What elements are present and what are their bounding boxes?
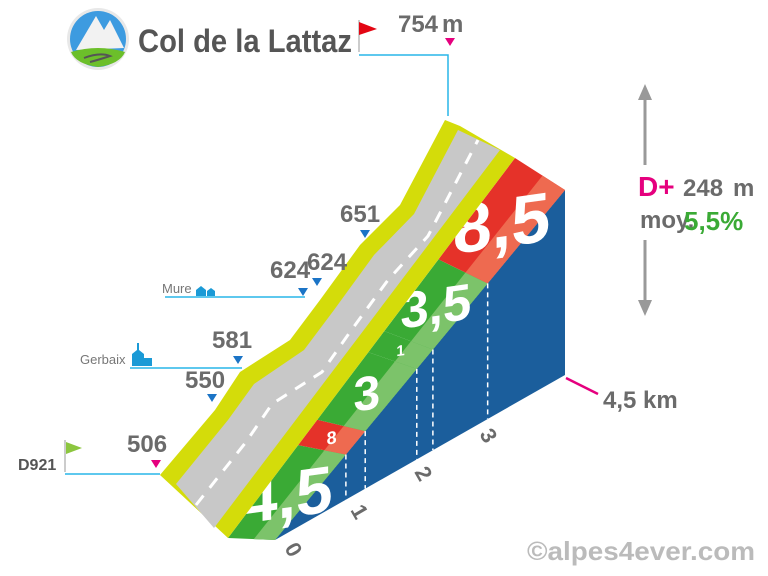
segment-band-shade [394, 341, 433, 369]
distance-unit: km [643, 387, 678, 414]
marker-elevation: 651 [340, 201, 380, 228]
summit-unit: m [442, 11, 463, 38]
marker-icon [298, 288, 308, 296]
copyright: ©alpes4ever.com [527, 536, 755, 566]
km-tick: 3 [475, 424, 503, 447]
start-marker-icon [151, 460, 161, 468]
gradient-segment: 8 [298, 419, 366, 455]
place-gerbaix: Gerbaix [80, 352, 126, 367]
start-road: D921 [18, 457, 56, 474]
dplus-value: 248 [683, 175, 723, 202]
summit-elevation: 754 [398, 11, 439, 38]
summit-leader-line [359, 54, 449, 116]
segment-band-shade [411, 272, 488, 350]
segment-band-shade [343, 361, 417, 432]
marker-icon [360, 230, 370, 238]
church-icon [132, 343, 152, 366]
distance-value: 4,5 [603, 387, 636, 414]
summit-flag-icon [358, 20, 377, 52]
summit-marker-icon [445, 38, 455, 46]
gradient-segment: 8,5 [438, 158, 565, 284]
place-mure: Mure [162, 281, 192, 296]
alpes4ever-logo [67, 8, 129, 70]
km-tick: 1 [346, 500, 374, 523]
segment-grade-label: 1 [396, 342, 404, 360]
segment-grade-label: 3 [354, 365, 381, 422]
avg-value: 5,5% [684, 206, 743, 236]
km-tick: 2 [410, 462, 438, 485]
marker-icon [312, 278, 322, 286]
marker-icon [233, 356, 243, 364]
marker-elevation: 581 [212, 327, 252, 354]
marker-elevation: 624 [307, 249, 348, 276]
marker-elevation: 624 [270, 257, 311, 284]
gradient-segment: 4,5 [228, 445, 346, 540]
marker-icon [207, 394, 217, 402]
dplus-unit: m [733, 175, 754, 202]
gradient-segment: 3 [317, 352, 417, 432]
houses-icon [196, 286, 215, 296]
segment-band-shade [324, 426, 366, 455]
segment-grade-label: 8 [327, 427, 337, 448]
km-tick: 0 [280, 538, 308, 561]
start-flag-icon [64, 440, 82, 472]
segment-band-shade [253, 450, 346, 540]
start-elevation: 506 [127, 431, 167, 458]
segment-band-shade [465, 175, 565, 284]
distance-leader-line [565, 376, 599, 396]
marker-elevation: 550 [185, 367, 225, 394]
gradient-segment: 1 [368, 331, 433, 369]
avg-label: moy. [640, 207, 694, 234]
climb-title: Col de la Lattaz [138, 23, 352, 59]
road-centerline [194, 139, 480, 506]
dplus-label: D+ [638, 171, 675, 202]
